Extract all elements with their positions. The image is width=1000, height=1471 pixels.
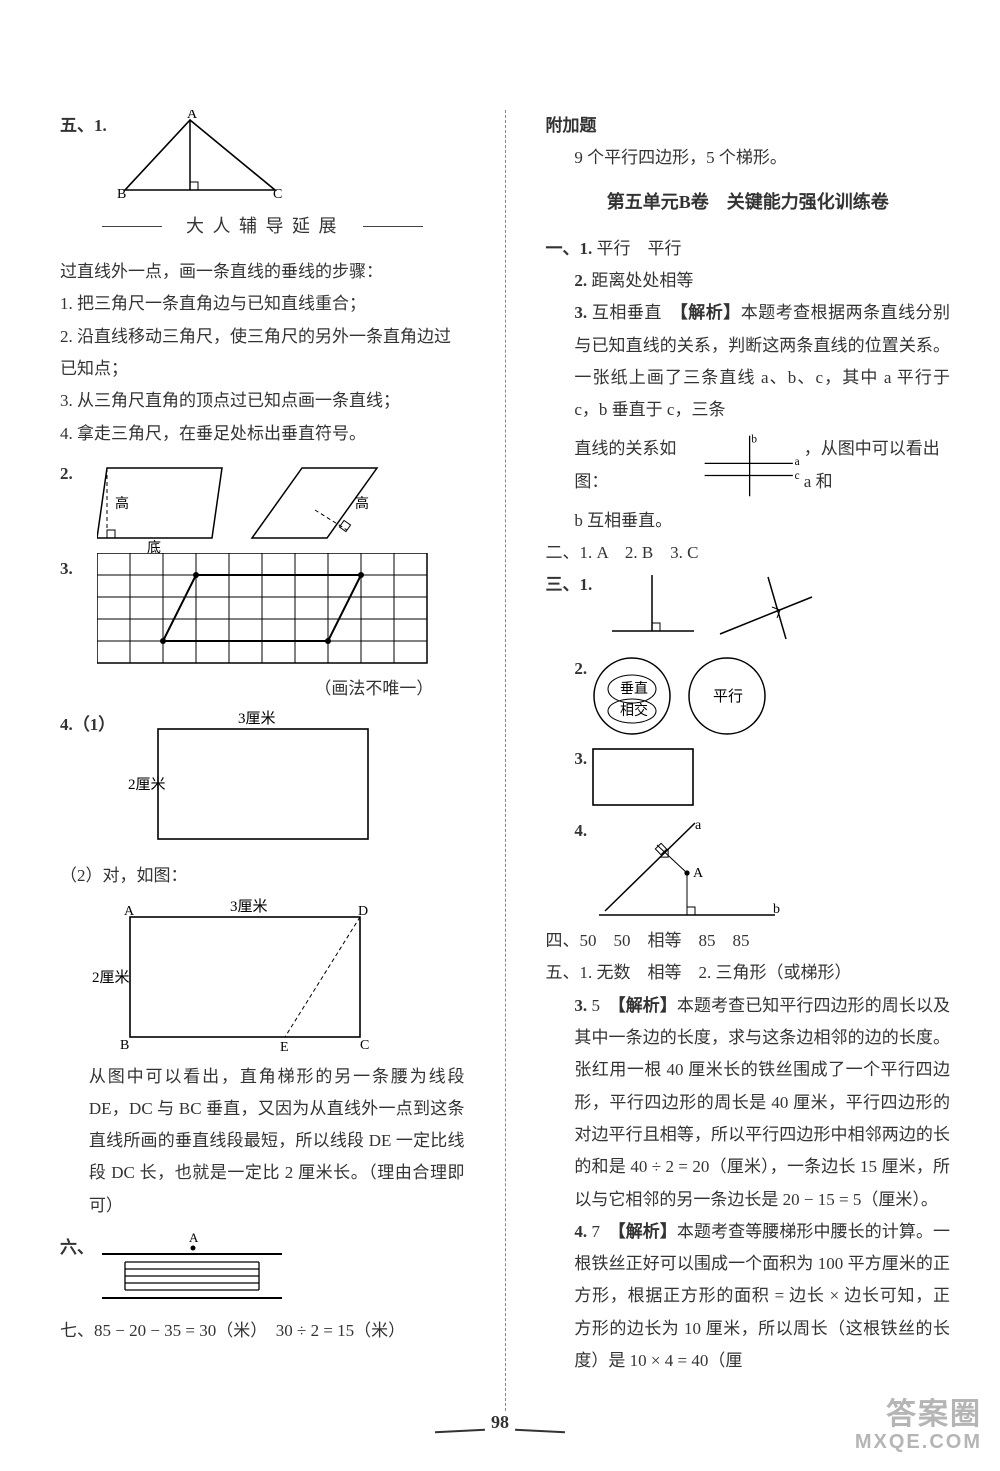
page-number: 98 bbox=[0, 1405, 1000, 1439]
svg-text:B: B bbox=[117, 187, 126, 200]
s5-4a: 7 bbox=[591, 1222, 617, 1241]
q4-explanation: 从图中可以看出，直角梯形的另一条腰为线段 DE，DC 与 BC 垂直，又因为从直… bbox=[60, 1061, 465, 1222]
bonus-text: 9 个平行四边形，5 个梯形。 bbox=[546, 142, 951, 174]
svg-text:A: A bbox=[187, 110, 198, 122]
svg-text:c: c bbox=[795, 470, 800, 482]
q2-fig-right: 高 bbox=[247, 458, 387, 553]
svg-text:2厘米: 2厘米 bbox=[92, 969, 130, 986]
q6-label: 六、 bbox=[60, 1232, 97, 1264]
s5-3a: 5 bbox=[591, 996, 617, 1015]
triangle-fig: A B C bbox=[115, 110, 285, 200]
q4-1-label: 4.（1） bbox=[60, 709, 128, 741]
bonus-title: 附加题 bbox=[546, 110, 951, 142]
q3-label: 3. bbox=[60, 553, 97, 585]
s1-3e: ，从图中可以看出 a 和 bbox=[804, 433, 950, 498]
q2-fig-left: 高 底 bbox=[97, 458, 247, 553]
svg-text:A: A bbox=[693, 866, 704, 881]
s2-text: 二、1. A 2. B 3. C bbox=[546, 537, 951, 569]
svg-text:C: C bbox=[273, 187, 282, 200]
svg-text:相交: 相交 bbox=[620, 702, 648, 719]
s1-2l: 2. bbox=[574, 271, 587, 290]
s5-4l: 4. bbox=[574, 1222, 587, 1241]
q6-fig: A bbox=[97, 1232, 287, 1307]
abc-lines-fig: b a c bbox=[696, 427, 800, 505]
step-1: 1. 把三角尺一条直角边与已知直线重合； bbox=[60, 288, 465, 320]
svg-text:B: B bbox=[120, 1038, 129, 1053]
s5-3l: 3. bbox=[574, 996, 587, 1015]
s1-label: 一、1. bbox=[546, 239, 593, 258]
svg-text:C: C bbox=[360, 1038, 369, 1053]
s5-3b: 【解析】 bbox=[617, 996, 677, 1015]
q2-label: 2. bbox=[60, 458, 97, 490]
s5-3c: 本题考查已知平行四边形的周长以及其中一条边的长度，求与这条边相邻的边的长度。张红… bbox=[574, 996, 950, 1209]
s1-1: 平行 平行 bbox=[597, 239, 682, 258]
s5-4b: 【解析】 bbox=[617, 1222, 677, 1241]
q4-2-label: （2）对，如图： bbox=[60, 866, 188, 885]
unit-title: 第五单元B卷 关键能力强化训练卷 bbox=[546, 185, 951, 219]
q4-2-fig: 3厘米 A D B C E 2厘米 bbox=[90, 897, 390, 1057]
step-4: 4. 拿走三角尺，在垂足处标出垂直符号。 bbox=[60, 418, 465, 450]
step-3: 3. 从三角尺直角的顶点过已知点画一条直线； bbox=[60, 385, 465, 417]
svg-text:E: E bbox=[280, 1040, 289, 1055]
s3-1-fig-b bbox=[712, 569, 822, 649]
watermark: 答案圈 MXQE.COM bbox=[855, 1398, 982, 1453]
steps-intro: 过直线外一点，画一条直线的垂线的步骤： bbox=[60, 256, 465, 288]
svg-text:b: b bbox=[751, 433, 757, 445]
s1-2: 距离处处相等 bbox=[591, 271, 693, 290]
svg-text:A: A bbox=[124, 904, 135, 919]
s3-2-fig: 垂直 相交 平行 bbox=[587, 653, 777, 739]
q5-1-label: 五、1. bbox=[60, 110, 107, 142]
svg-text:底: 底 bbox=[147, 540, 161, 553]
svg-text:a: a bbox=[795, 456, 800, 468]
s5-1-text: 五、1. 无数 相等 2. 三角形（或梯形） bbox=[546, 957, 951, 989]
s1-3l: 3. bbox=[574, 303, 587, 322]
column-divider bbox=[505, 110, 506, 1411]
s3-4l: 4. bbox=[546, 815, 588, 847]
s1-3a: 互相垂直 bbox=[592, 303, 679, 322]
s5-4c: 本题考查等腰梯形中腰长的计算。一根铁丝正好可以围成一个面积为 100 平方厘米的… bbox=[574, 1222, 950, 1370]
svg-text:D: D bbox=[358, 904, 368, 919]
svg-text:高: 高 bbox=[115, 495, 129, 512]
s3-2l: 2. bbox=[546, 653, 588, 685]
svg-text:b: b bbox=[773, 902, 780, 917]
q3-grid-fig bbox=[97, 553, 437, 673]
s3-1-fig-a bbox=[602, 569, 702, 649]
q3-note: （画法不唯一） bbox=[97, 673, 437, 705]
svg-text:3厘米: 3厘米 bbox=[238, 710, 276, 727]
svg-text:A: A bbox=[189, 1232, 199, 1245]
q7-text: 七、85 − 20 − 35 = 30（米） 30 ÷ 2 = 15（米） bbox=[60, 1315, 465, 1347]
s1-3f: b 互相垂直。 bbox=[546, 505, 951, 537]
guide-banner: 大 人 辅 导 延 展 bbox=[168, 206, 357, 246]
svg-text:平行: 平行 bbox=[713, 688, 743, 705]
s3-3l: 3. bbox=[546, 743, 588, 775]
svg-text:3厘米: 3厘米 bbox=[230, 898, 268, 915]
q4-1-fig: 3厘米 2厘米 bbox=[128, 709, 388, 854]
step-2: 2. 沿直线移动三角尺，使三角尺的另外一条直角边过已知点； bbox=[60, 321, 465, 386]
svg-text:a: a bbox=[695, 818, 702, 833]
s4-text: 四、50 50 相等 85 85 bbox=[546, 925, 951, 957]
s1-3d: 直线的关系如图： bbox=[574, 433, 692, 498]
s3-label: 三、1. bbox=[546, 569, 602, 601]
s3-4-fig: a b A bbox=[587, 815, 787, 925]
svg-text:高: 高 bbox=[355, 495, 369, 512]
s1-3b: 【解析】 bbox=[679, 303, 740, 322]
svg-text:2厘米: 2厘米 bbox=[128, 776, 166, 793]
svg-text:垂直: 垂直 bbox=[620, 680, 648, 697]
s3-3-fig bbox=[587, 743, 707, 813]
